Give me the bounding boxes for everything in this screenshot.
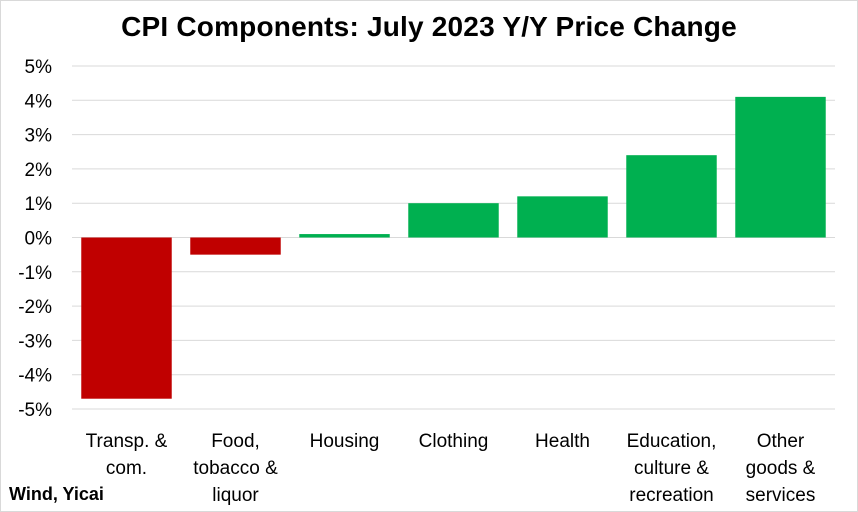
category-label: Education, culture & recreation: [627, 431, 717, 506]
category-label: Food, tobacco & liquor: [193, 431, 278, 506]
category-label: Other goods & services: [746, 431, 816, 506]
bar: [517, 196, 608, 238]
category-label: Transp. & com.: [86, 431, 168, 479]
gridlines: [72, 65, 835, 410]
bars: [81, 96, 826, 399]
y-tick-label: -2%: [18, 297, 52, 318]
y-tick-label: 3%: [25, 126, 53, 147]
bar: [735, 96, 826, 238]
y-tick-label: 0%: [25, 229, 53, 250]
category-label: Clothing: [419, 431, 489, 452]
bar: [190, 237, 281, 255]
y-tick-label: 1%: [25, 194, 53, 215]
bar: [299, 234, 390, 238]
bar: [626, 155, 717, 238]
category-label: Health: [535, 431, 590, 452]
y-tick-label: -4%: [18, 366, 52, 387]
bar: [81, 237, 172, 399]
x-axis-categories: Transp. & com. Food, tobacco & liquor Housing…: [86, 431, 816, 506]
y-tick-label: 2%: [25, 160, 53, 181]
bar: [408, 203, 499, 238]
y-tick-label: -5%: [18, 400, 52, 421]
y-tick-label: 5%: [25, 57, 53, 78]
y-tick-label: -3%: [18, 331, 52, 352]
category-label: Housing: [310, 431, 380, 452]
y-tick-label: 4%: [25, 91, 53, 112]
source-note: Wind, Yicai: [9, 484, 104, 504]
chart-title: CPI Components: July 2023 Y/Y Price Chan…: [121, 11, 737, 42]
y-axis-ticks: 5% 4% 3% 2% 1% 0% -1% -2% -3% -4% -5%: [18, 57, 52, 421]
y-tick-label: -1%: [18, 263, 52, 284]
